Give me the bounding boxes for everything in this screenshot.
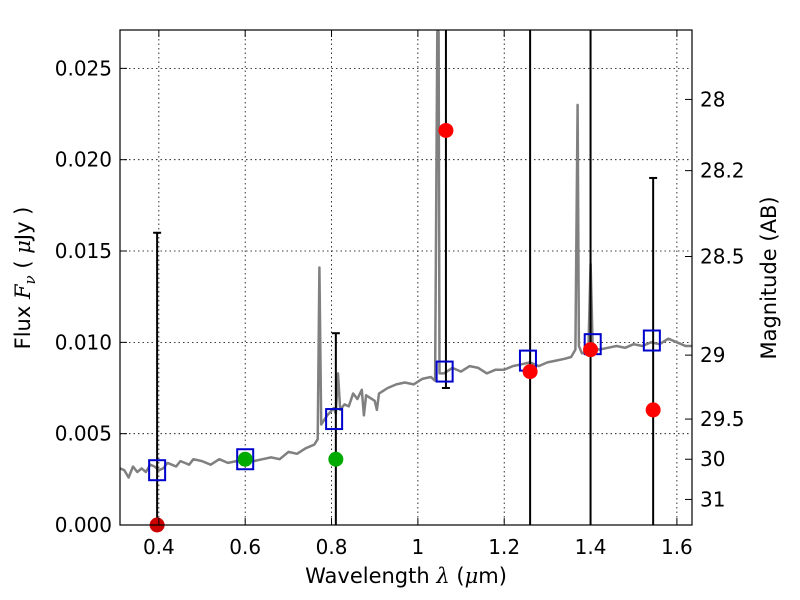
y2-tick-label: 28.2 [700,159,745,183]
model-photometry-marker [148,459,167,482]
observed-photometry-marker [328,451,344,467]
observed-photometry-marker [237,451,253,467]
y-tick-label: 0.015 [55,239,112,263]
x-tick-label: 0.8 [316,535,348,559]
x-tick-label: 1.4 [575,535,607,559]
y2-tick-label: 28 [700,87,725,111]
spectrum-series [119,30,692,479]
model-photometry-marker [236,448,255,471]
observed-photometry-marker [645,402,661,418]
y-axis-ticks: 0.000 0.005 0.010 0.015 0.020 0.025 [55,56,127,537]
x-axis-ticks: 0.4 0.6 0.8 1 1.2 1.4 1.6 [143,30,693,559]
x-tick-label: 1.6 [661,535,693,559]
y2-tick-label: 29 [700,343,725,367]
grid [120,30,692,526]
y-tick-label: 0.005 [55,422,112,446]
y-tick-label: 0.010 [55,330,112,354]
y2-tick-label: 28.5 [700,244,745,268]
y-tick-label: 0.025 [55,56,112,80]
model-photometry-marker [435,360,454,383]
y2-tick-label: 30 [700,447,725,471]
x-tick-label: 0.4 [143,535,175,559]
x-axis-label: Wavelength λ (μm) [305,564,507,588]
model-photometry-marker [325,408,344,431]
y2-tick-label: 31 [700,487,725,511]
x-tick-label: 0.6 [229,535,261,559]
x-tick-label: 1.2 [488,535,520,559]
x-tick-label: 1 [412,535,425,559]
y2-axis-ticks: 28 28.2 28.5 29 29.5 30 31 [685,87,745,511]
y-tick-label: 0.000 [55,513,112,537]
observed-photometry-marker [438,122,454,138]
observed-photometry-marker [522,364,538,380]
model-photometry-marker [642,329,661,352]
plot-background [120,30,692,525]
y-axis-label: Flux Fν ( μJy ) [11,207,39,350]
observed-photometry-marker [583,342,599,358]
y2-axis-label: Magnitude (AB) [757,196,781,359]
y-tick-label: 0.020 [55,148,112,172]
plot-frame [119,29,693,526]
y2-tick-label: 29.5 [700,407,745,431]
model-photometry-series [148,329,661,482]
spectrum-line [119,30,692,479]
